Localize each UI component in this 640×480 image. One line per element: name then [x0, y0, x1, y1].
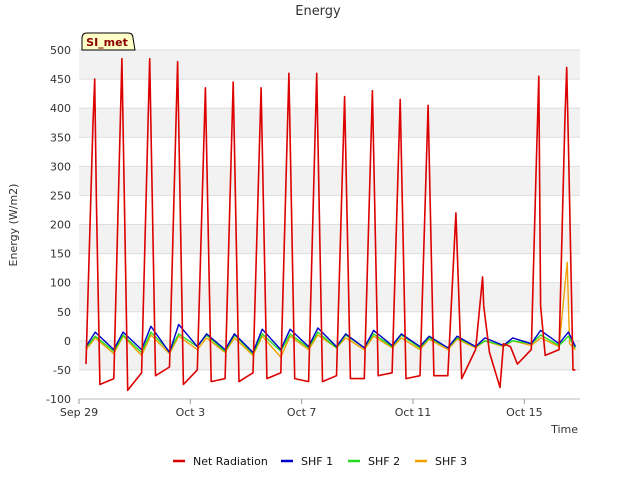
x-axis-label: Time: [550, 423, 578, 436]
plot-band: [79, 166, 580, 196]
y-axis-ticks: -100 -50 0 50 100 150 200 250 300 350 400 450 500: [46, 44, 71, 406]
y-tick-label: 500: [50, 44, 71, 57]
y-tick-label: 400: [50, 102, 71, 115]
y-tick-label: 200: [50, 219, 71, 232]
badge-box: [81, 32, 136, 51]
legend-label: SHF 3: [435, 455, 467, 468]
y-tick-label: 150: [50, 248, 71, 261]
y-tick-label: 350: [50, 131, 71, 144]
x-tick-label: Oct 7: [287, 406, 317, 419]
y-tick-label: 50: [57, 306, 71, 319]
y-tick-label: 450: [50, 73, 71, 86]
legend-label: SHF 1: [301, 455, 333, 468]
y-tick-label: -50: [53, 364, 71, 377]
x-tick-label: Sep 29: [60, 406, 98, 419]
gridlines: [79, 49, 580, 400]
station-badge: SI_met: [81, 32, 136, 51]
y-axis-label: Energy (W/m2): [7, 184, 20, 267]
chart-title: Energy: [295, 4, 341, 19]
legend: Net Radiation SHF 1 SHF 2 SHF 3: [173, 455, 467, 468]
series-lines: [85, 57, 577, 392]
series-line-net-radiation: [85, 57, 576, 392]
plot-band: [79, 282, 580, 312]
y-tick-label: 100: [50, 277, 71, 290]
legend-label: Net Radiation: [193, 455, 268, 468]
badge-label: SI_met: [86, 36, 128, 49]
plot-band: [79, 224, 580, 254]
plot-band: [79, 108, 580, 138]
y-tick-label: 300: [50, 160, 71, 173]
x-tick-label: Oct 15: [506, 406, 543, 419]
x-tick-label: Oct 3: [176, 406, 206, 419]
x-tick-label: Oct 11: [395, 406, 432, 419]
plot-band: [79, 50, 580, 80]
y-tick-label: -100: [46, 393, 71, 406]
y-tick-label: 0: [64, 335, 71, 348]
y-tick-label: 250: [50, 189, 71, 202]
x-axis-ticks: Sep 29 Oct 3 Oct 7 Oct 11 Oct 15: [60, 399, 543, 419]
legend-label: SHF 2: [368, 455, 400, 468]
